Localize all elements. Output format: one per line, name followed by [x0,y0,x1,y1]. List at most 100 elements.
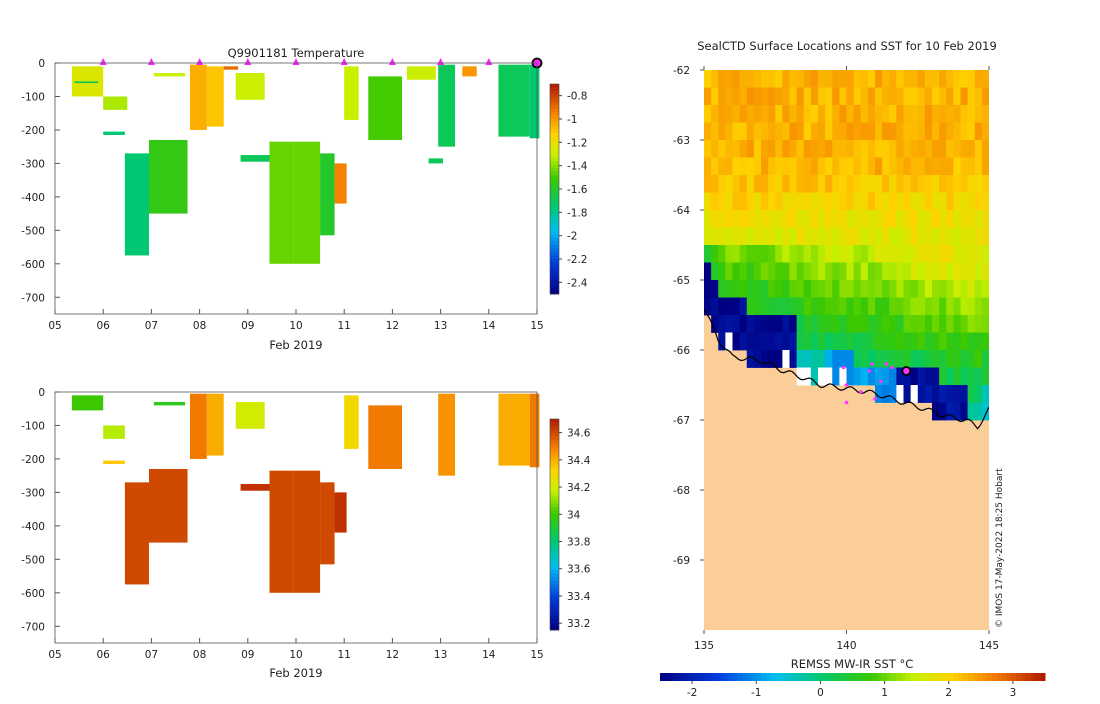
sst-colorbar-cell [823,673,829,681]
sst-cell [903,157,912,176]
sst-cell [853,122,862,141]
sst-cell [960,402,969,421]
sst-colorbar-cell [727,673,733,681]
sst-cell [889,105,897,123]
sst-cell [860,192,869,211]
sst-cell [775,350,783,368]
sst-cell [860,175,869,193]
sst-cell [910,227,919,246]
sst-cell [967,280,976,298]
sst-cell [946,315,954,333]
profile-segment [344,395,359,449]
sst-cell [853,210,862,228]
sst-cell [803,297,812,316]
sst-colorbar-cell [756,673,762,681]
colorbar-cell [550,175,559,179]
sst-cell [974,87,983,106]
sst-cell [896,297,904,316]
sst-cell [924,350,933,368]
sst-cell [967,245,976,263]
colorbar-cell [550,538,559,543]
colorbar-cell [550,591,559,596]
sst-colorbar-cell [761,673,767,681]
sst-cell [732,227,741,246]
colorbar-cell [550,129,559,134]
colorbar-cell [550,255,559,260]
y-tick-label: 0 [38,387,45,399]
sst-cell [761,227,769,246]
sst-cell [932,70,940,88]
sst-cell [917,210,926,228]
sst-cell [924,315,933,333]
profile-segment [269,470,294,593]
sst-cell [746,350,755,368]
sst-cell [839,175,847,193]
sst-cell [981,262,989,281]
sst-colorbar-cell [746,673,752,681]
sst-cell [825,332,833,351]
sst-cell [939,350,947,368]
sst-colorbar-cell [732,673,738,681]
sst-cell [939,385,947,403]
sst-cell [718,70,726,88]
sst-cell [924,280,933,298]
sst-colorbar-cell [996,673,1003,681]
profile-segment [529,64,540,139]
sst-cell [917,280,926,298]
x-tick-label: 14 [482,320,496,332]
sst-cell [753,140,762,158]
sst-cell [960,227,969,246]
sst-cell [846,297,855,316]
sst-colorbar-cell [1035,673,1041,681]
y-tick-label: -200 [21,125,45,137]
sst-cell [746,227,755,246]
sst-cell [768,350,776,368]
sst-cell [910,70,919,88]
sst-cell [932,350,940,368]
sst-cell [746,87,755,106]
sst-cell [924,332,933,351]
sst-cell [953,105,961,123]
colorbar-cell [550,556,559,561]
sst-cell [775,315,783,333]
sst-cell [946,105,954,123]
sst-cell [889,175,897,193]
colorbar-cell [550,150,559,155]
seal-location-point [873,397,877,401]
sst-cell [818,122,826,141]
profile-segment [71,395,104,411]
sst-colorbar-cell [852,673,858,681]
sst-colorbar-cell [943,673,950,681]
sst-cell [846,262,855,281]
sst-cell [953,315,961,333]
colorbar-frame [549,418,560,631]
colorbar-cell [550,276,559,281]
sst-cell [939,70,947,88]
sst-colorbar-tick-label: -1 [751,687,761,699]
sst-cell [761,350,769,368]
sst-cell [753,280,762,298]
sst-cell [846,350,855,368]
sst-cell [725,70,733,88]
sst-cell [782,297,790,316]
sst-cell [796,175,805,193]
colorbar-tick-label: 34.2 [567,482,590,494]
colorbar-cell [550,531,559,536]
sst-colorbar-cell [987,673,993,681]
sst-cell [789,105,798,123]
sst-cell [725,210,733,228]
sst-colorbar-cell [1040,673,1046,681]
sst-cell [839,350,847,368]
sst-cell [725,105,733,123]
sst-cell [889,367,897,386]
colorbar-cell [550,245,559,249]
colorbar-cell [550,87,559,92]
latitude-ticks: -62 -63 -64 -65 -66 -67 -68 -69 [673,65,704,567]
lat-tick-label: -66 [673,345,690,357]
sst-cell [903,87,912,106]
sst-cell [917,367,926,386]
colorbar-cell [550,185,559,190]
sst-cell [732,175,741,193]
sst-colorbar-cell [972,673,979,681]
sst-cell [775,122,783,141]
